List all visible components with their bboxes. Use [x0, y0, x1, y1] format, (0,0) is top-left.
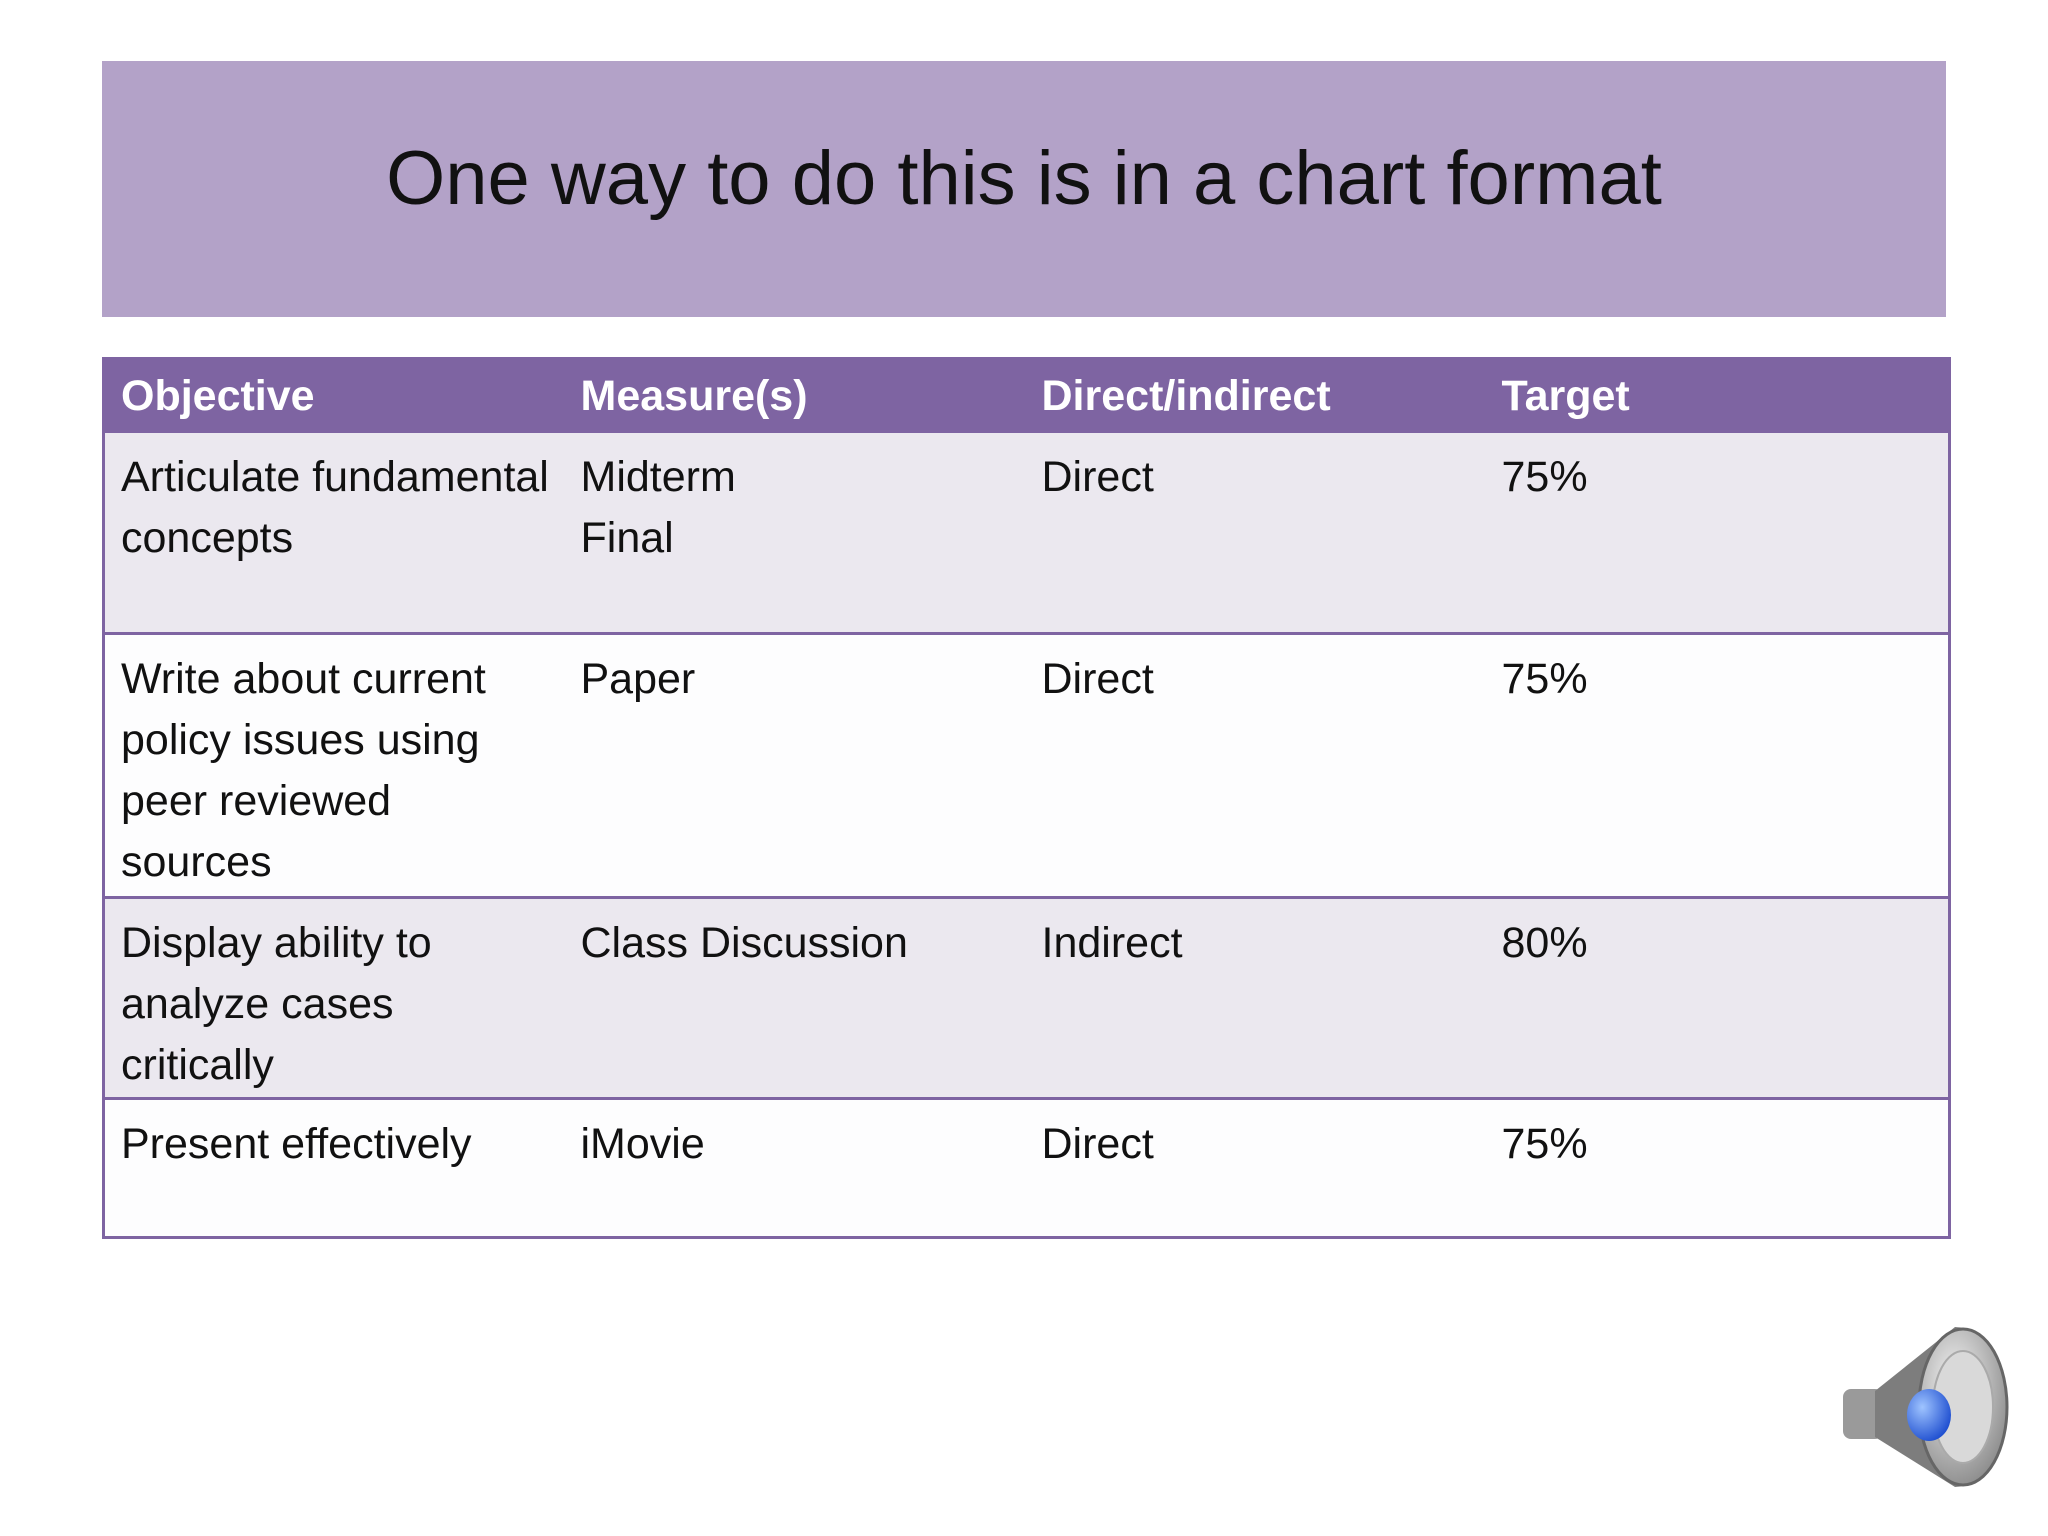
- column-header: Objective: [103, 358, 565, 432]
- table-cell: 75%: [1485, 632, 1950, 898]
- table-row: Present effectively iMovie Direct 75%: [103, 1097, 1950, 1238]
- table-cell: Write about current policy issues using …: [103, 632, 565, 898]
- column-header: Direct/indirect: [1025, 358, 1486, 432]
- table-cell: 75%: [1485, 1097, 1950, 1238]
- table-cell: 75%: [1485, 430, 1950, 634]
- table: Objective Measure(s) Direct/indirect Target…: [102, 357, 1951, 1239]
- table-cell: Articulate fundamental concepts: [103, 430, 565, 634]
- table-cell: Present effectively: [103, 1097, 565, 1238]
- column-header: Measure(s): [564, 358, 1026, 432]
- speaker-icon[interactable]: [1835, 1319, 2013, 1491]
- table-cell: Indirect: [1025, 896, 1486, 1099]
- table-cell: Direct: [1025, 1097, 1486, 1238]
- header-row: Objective Measure(s) Direct/indirect Target: [103, 358, 1950, 432]
- table-cell: Class Discussion: [564, 896, 1026, 1099]
- title-box: One way to do this is in a chart format: [102, 61, 1946, 317]
- column-header: Target: [1485, 358, 1950, 432]
- table-row: Write about current policy issues using …: [103, 632, 1950, 898]
- table-cell: Paper: [564, 632, 1026, 898]
- table-cell: Direct: [1025, 430, 1486, 634]
- table-cell: iMovie: [564, 1097, 1026, 1238]
- table-cell: 80%: [1485, 896, 1950, 1099]
- table-row: Display ability to analyze cases critica…: [103, 896, 1950, 1099]
- table-cell: Display ability to analyze cases critica…: [103, 896, 565, 1099]
- table-cell: Direct: [1025, 632, 1486, 898]
- title: One way to do this is in a chart format: [386, 135, 1662, 221]
- table-cell: Midterm Final: [564, 430, 1026, 634]
- table-row: Articulate fundamental concepts Midterm F…: [103, 430, 1950, 634]
